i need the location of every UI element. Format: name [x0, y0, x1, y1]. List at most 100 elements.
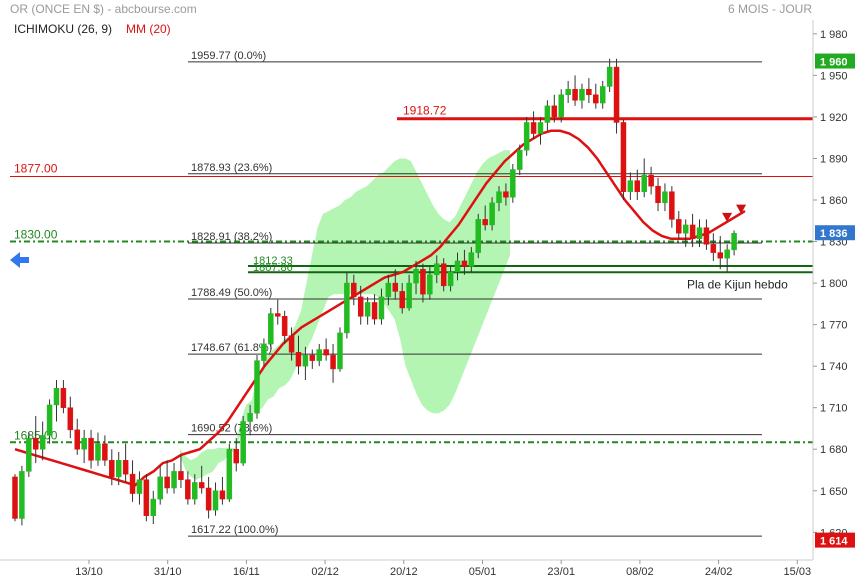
candle-up [641, 174, 647, 192]
price-tick-label: 1 770 [820, 320, 848, 332]
candle-up [157, 476, 163, 500]
candle-down [689, 224, 696, 240]
price-tick-label: 1 950 [820, 70, 848, 82]
candle-down [129, 473, 136, 494]
scroll-left-arrow-icon[interactable] [10, 252, 29, 268]
fibonacci-label: 1617.22 (100.0%) [191, 524, 278, 536]
candle-down [613, 66, 620, 123]
cloud-segment [185, 456, 191, 477]
cloud-segment [191, 457, 197, 480]
price-tick-label: 1 980 [820, 29, 848, 41]
candle-up [475, 219, 482, 253]
mm-legend: MM (20) [126, 22, 171, 36]
candle-down [32, 437, 39, 450]
cloud-segment [471, 172, 477, 353]
candle-down [461, 260, 468, 267]
candle-up [427, 274, 433, 295]
last-price-badge: 1 836 [820, 228, 848, 240]
candle-up [226, 448, 233, 500]
cloud-segment [372, 175, 378, 297]
candle-down [392, 282, 399, 292]
candle-up [364, 302, 371, 317]
candle-up [302, 354, 309, 367]
candle-down [274, 313, 281, 317]
candle-up [19, 471, 25, 519]
date-tick-label: 05/01 [469, 566, 497, 578]
candle-down [185, 479, 191, 500]
candle-down [371, 302, 378, 320]
price-tick-label: 1 860 [820, 195, 848, 207]
candle-down [717, 252, 724, 259]
candle-up [81, 437, 87, 450]
candle-down [164, 476, 170, 489]
candlesticks [12, 58, 737, 526]
kijun-annotation: Pla de Kijun hebdo [687, 278, 788, 292]
candle-up [468, 252, 475, 267]
cloud-segment [279, 338, 285, 389]
candle-up [26, 437, 32, 472]
candle-down [205, 487, 212, 511]
candle-down [288, 335, 295, 353]
candle-down [12, 476, 18, 519]
price-tick-label: 1 740 [820, 361, 848, 373]
candle-up [150, 498, 157, 516]
candle-up [447, 271, 454, 287]
candle-up [682, 224, 689, 234]
candle-down [593, 94, 599, 104]
candle-up [523, 122, 530, 151]
cloud-segment [504, 150, 510, 270]
candle-up [378, 296, 385, 320]
candle-down [551, 105, 558, 118]
candle-up [696, 227, 703, 240]
support-resistance-levels: 1918.721877.001830.001685.001812.331807.… [10, 104, 813, 444]
candle-up [599, 86, 606, 104]
fibonacci-levels: 1959.77 (0.0%) 1878.93 (23.6%) 1828.91 (38… [188, 50, 762, 537]
low-price-badge: 1 614 [820, 536, 848, 548]
fibonacci-label: 1959.77 (0.0%) [191, 50, 266, 62]
down-arrow-icon [722, 212, 733, 222]
candle-up [558, 94, 564, 118]
candle-down [67, 407, 74, 431]
candle-up [95, 443, 101, 461]
cloud-segment [455, 205, 461, 394]
price-tick-label: 1 800 [820, 278, 848, 290]
candle-up [212, 490, 219, 511]
candle-down [330, 354, 336, 370]
cloud-segment [306, 255, 312, 350]
cloud-segment [449, 216, 455, 405]
candle-down [530, 122, 537, 134]
cloud-segment [339, 200, 345, 295]
fibonacci-label: 1828.91 (38.2%) [191, 231, 272, 243]
date-tick-label: 15/03 [784, 566, 812, 578]
candle-up [268, 313, 274, 345]
date-tick-label: 20/12 [390, 566, 418, 578]
candle-up [192, 482, 198, 500]
cloud-segment [389, 161, 395, 320]
price-tick-label: 1 650 [820, 486, 848, 498]
candle-down [143, 479, 150, 516]
candle-up [516, 149, 523, 170]
candle-up [344, 282, 350, 334]
fibonacci-label: 1748.67 (61.8%) [191, 342, 272, 354]
candle-down [620, 122, 627, 192]
candle-up [171, 471, 177, 489]
support-label: 1830.00 [14, 228, 58, 242]
candle-down [357, 296, 364, 317]
cloud-segment [334, 205, 340, 295]
date-tick-label: 02/12 [311, 566, 339, 578]
candle-up [579, 88, 585, 101]
candle-up [724, 249, 730, 259]
price-tick-label: 1 710 [820, 403, 848, 415]
resistance-label: 1918.72 [403, 104, 447, 118]
candle-down [60, 388, 67, 408]
candle-up [247, 412, 253, 422]
fibonacci-label: 1788.49 (50.0%) [191, 287, 272, 299]
date-tick-label: 16/11 [233, 566, 260, 578]
candle-up [537, 122, 544, 134]
candle-down [233, 448, 240, 464]
cloud-segment [367, 180, 373, 295]
candle-up [115, 460, 122, 478]
cloud-segment [207, 449, 213, 475]
